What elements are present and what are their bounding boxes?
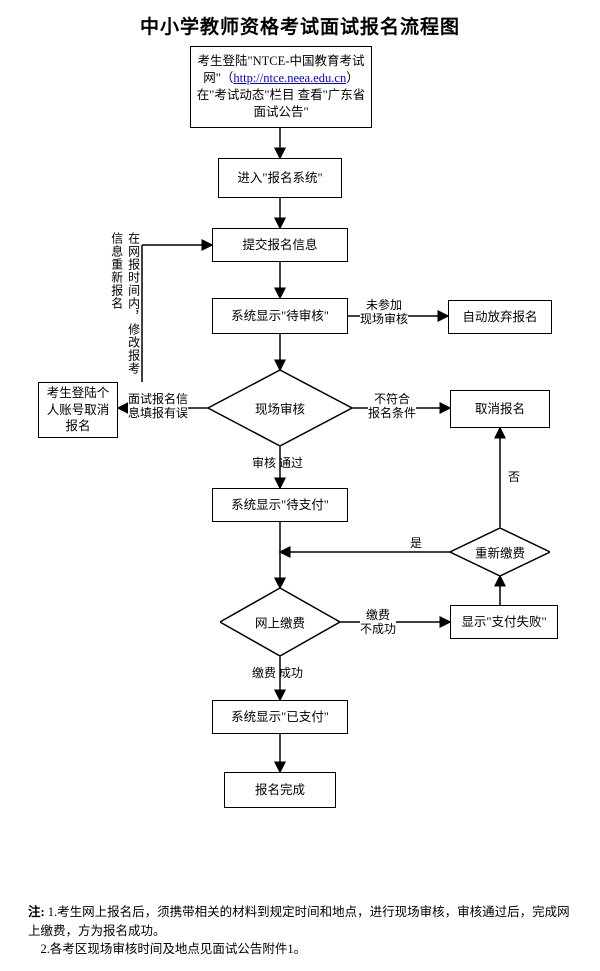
decision-onsite-review: 现场审核 <box>208 370 352 446</box>
node-complete: 报名完成 <box>224 772 336 808</box>
label-pay-fail: 缴费不成功 <box>360 608 396 637</box>
node-pending-review: 系统显示"待审核" <box>212 298 348 334</box>
node-login-ntce: 考生登陆"NTCE-中国教育考试网"（http://ntce.neea.edu.… <box>190 46 372 128</box>
node-login-cancel: 考生登陆个人账号取消报名 <box>38 382 118 438</box>
node-paid: 系统显示"已支付" <box>212 700 348 734</box>
label-info-error: 面试报名信息填报有误 <box>128 392 188 421</box>
node-enter-system: 进入"报名系统" <box>218 158 342 198</box>
arrows-layer <box>0 0 600 971</box>
decision-repay: 重新缴费 <box>450 528 550 576</box>
label-pay-success: 缴费 成功 <box>252 666 303 680</box>
label-review-pass: 审核 通过 <box>252 456 303 470</box>
node-submit-info: 提交报名信息 <box>212 228 348 262</box>
node-cancel-signup: 取消报名 <box>450 390 550 428</box>
node-pay-failed: 显示"支付失败" <box>450 605 558 639</box>
label-repay-yes: 是 <box>410 536 422 550</box>
label-loop-modify: 在网报时间内，修改报考信息重新报名 <box>108 232 142 382</box>
label-no-onsite: 未参加现场审核 <box>360 298 408 327</box>
label-not-qualified: 不符合报名条件 <box>368 392 416 421</box>
decision-online-pay: 网上缴费 <box>220 588 340 656</box>
label-repay-no: 否 <box>508 470 520 484</box>
node-pending-pay: 系统显示"待支付" <box>212 488 348 522</box>
node-auto-abandon: 自动放弃报名 <box>448 300 552 334</box>
footnotes: 注: 1.考生网上报名后，须携带相关的材料到规定时间和地点，进行现场审核，审核通… <box>28 903 580 959</box>
ntce-link[interactable]: http://ntce.neea.edu.cn <box>233 71 346 85</box>
